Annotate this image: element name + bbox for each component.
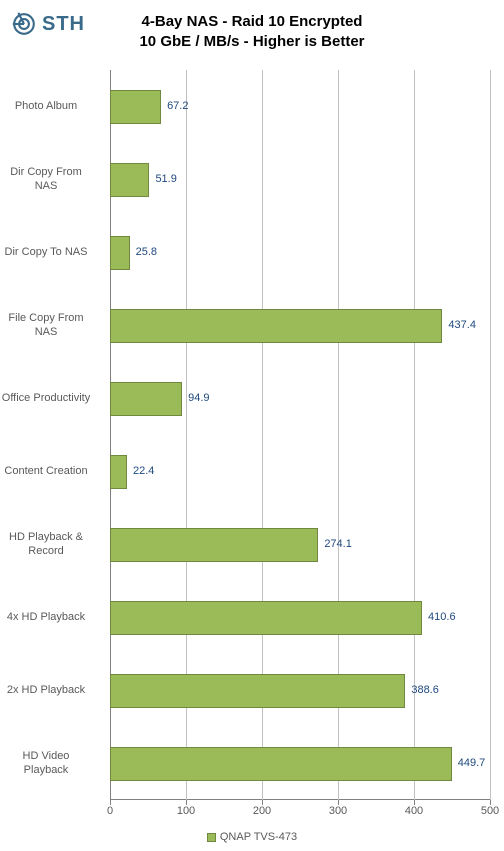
bar-value-label: 437.4	[448, 319, 476, 331]
x-axis-line	[110, 799, 490, 800]
bar	[110, 90, 161, 124]
y-tick-label: HD Video Playback	[0, 750, 100, 778]
y-tick-label: 2x HD Playback	[0, 677, 100, 705]
y-tick-label: HD Playback & Record	[0, 531, 100, 559]
title-line-1: 4-Bay NAS - Raid 10 Encrypted	[0, 12, 504, 32]
bar	[110, 309, 442, 343]
legend-label: QNAP TVS-473	[220, 831, 297, 843]
x-tick-label: 400	[405, 805, 423, 817]
bar-value-label: 274.1	[324, 538, 352, 550]
y-tick-label: Office Productivity	[0, 385, 100, 413]
x-tick-label: 500	[481, 805, 499, 817]
title-line-2: 10 GbE / MB/s - Higher is Better	[0, 32, 504, 52]
bar	[110, 601, 422, 635]
bar	[110, 674, 405, 708]
bar	[110, 163, 149, 197]
bar	[110, 455, 127, 489]
x-tick-label: 100	[177, 805, 195, 817]
x-tick-label: 200	[253, 805, 271, 817]
y-tick-label: Dir Copy From NAS	[0, 166, 100, 194]
plot-area: 67.2 51.9 25.8 437.4 94.9 22.4 274.1 410.6 388.6…	[110, 70, 490, 800]
bar	[110, 747, 452, 781]
bar-value-label: 67.2	[167, 100, 188, 112]
chart-title: 4-Bay NAS - Raid 10 Encrypted 10 GbE / M…	[0, 12, 504, 51]
bar-value-label: 22.4	[133, 465, 154, 477]
bar-value-label: 410.6	[428, 611, 456, 623]
legend-swatch	[207, 833, 216, 842]
bar-value-label: 51.9	[155, 173, 176, 185]
bar-value-label: 388.6	[411, 684, 439, 696]
x-tick-label: 0	[107, 805, 113, 817]
grid-line	[490, 70, 491, 800]
bar	[110, 236, 130, 270]
y-tick-label: File Copy From NAS	[0, 312, 100, 340]
y-tick-label: Photo Album	[0, 93, 100, 121]
y-tick-label: Dir Copy To NAS	[0, 239, 100, 267]
legend: QNAP TVS-473	[0, 831, 504, 843]
bar-value-label: 449.7	[458, 757, 486, 769]
bar	[110, 382, 182, 416]
bar	[110, 528, 318, 562]
x-tick-label: 300	[329, 805, 347, 817]
y-tick-label: Content Creation	[0, 458, 100, 486]
chart-container: STH 4-Bay NAS - Raid 10 Encrypted 10 GbE…	[0, 0, 504, 851]
bar-value-label: 94.9	[188, 392, 209, 404]
bar-value-label: 25.8	[136, 246, 157, 258]
y-tick-label: 4x HD Playback	[0, 604, 100, 632]
